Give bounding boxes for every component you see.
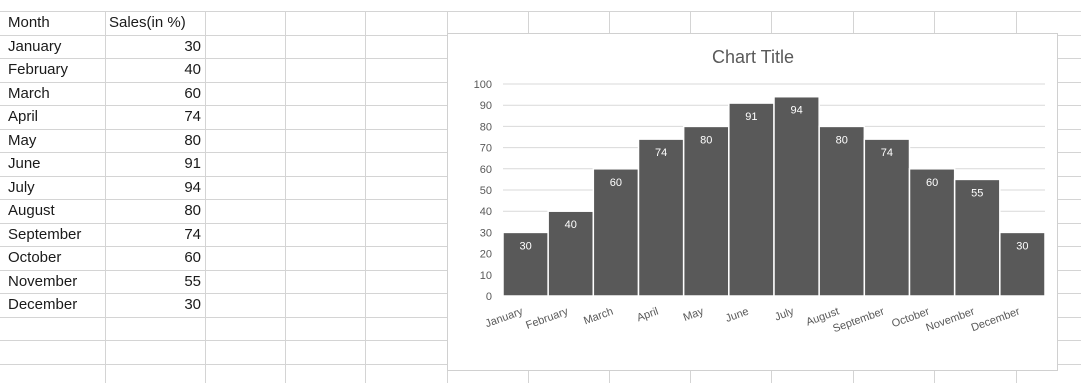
x-tick-label: April bbox=[635, 306, 660, 325]
y-tick-label: 30 bbox=[480, 227, 492, 239]
x-tick-label: June bbox=[724, 306, 751, 325]
chart-area[interactable]: Chart Title 0 10 20 30 40 50 60 70 80 90 100 30 Janua… bbox=[447, 33, 1058, 371]
bar-december[interactable] bbox=[999, 231, 1046, 297]
data-label: 94 bbox=[790, 105, 802, 117]
bar-september[interactable] bbox=[863, 138, 911, 297]
cell-month-october[interactable]: October bbox=[8, 249, 62, 266]
cell-value-may[interactable]: 80 bbox=[184, 132, 201, 149]
y-tick-label: 50 bbox=[480, 185, 492, 197]
x-tick-label: December bbox=[970, 305, 1022, 334]
cell-value-october[interactable]: 60 bbox=[184, 249, 201, 266]
bar-june[interactable] bbox=[728, 102, 775, 297]
data-label: 30 bbox=[1016, 240, 1028, 252]
cell-value-june[interactable]: 91 bbox=[184, 155, 201, 172]
data-label: 91 bbox=[745, 111, 757, 123]
x-tick-label: September bbox=[831, 305, 886, 335]
header-month[interactable]: Month bbox=[8, 14, 50, 31]
cell-value-april[interactable]: 74 bbox=[184, 108, 201, 125]
cell-value-november[interactable]: 55 bbox=[184, 273, 201, 290]
data-label: 80 bbox=[836, 134, 848, 146]
header-sales[interactable]: Sales(in %) bbox=[109, 14, 186, 31]
y-tick-label: 100 bbox=[474, 79, 492, 91]
cell-month-june[interactable]: June bbox=[8, 155, 41, 172]
y-tick-label: 60 bbox=[480, 164, 492, 176]
data-label: 55 bbox=[971, 187, 983, 199]
cell-month-september[interactable]: September bbox=[8, 226, 82, 243]
cell-value-january[interactable]: 30 bbox=[184, 38, 201, 55]
data-label: 60 bbox=[610, 177, 622, 189]
cell-month-april[interactable]: April bbox=[8, 108, 39, 125]
cell-month-may[interactable]: May bbox=[8, 132, 37, 149]
cell-value-july[interactable]: 94 bbox=[184, 179, 201, 196]
bar-october[interactable] bbox=[908, 168, 956, 297]
x-tick-label: July bbox=[773, 305, 796, 323]
data-label: 80 bbox=[700, 134, 712, 146]
chart-title: Chart Title bbox=[712, 47, 794, 67]
x-tick-label: January bbox=[484, 305, 525, 330]
data-label: 74 bbox=[881, 147, 893, 159]
cell-value-september[interactable]: 74 bbox=[184, 226, 201, 243]
cell-month-december[interactable]: December bbox=[8, 296, 78, 313]
data-label: 60 bbox=[926, 177, 938, 189]
bar-chart: Chart Title 0 10 20 30 40 50 60 70 80 90 100 30 Janua… bbox=[474, 47, 1046, 335]
cell-value-march[interactable]: 60 bbox=[184, 85, 201, 102]
x-tick-label: November bbox=[924, 305, 976, 334]
bar-august[interactable] bbox=[818, 125, 866, 297]
cell-month-january[interactable]: January bbox=[8, 38, 62, 55]
data-label: 40 bbox=[565, 219, 577, 231]
cell-month-march[interactable]: March bbox=[8, 85, 50, 102]
x-tick-label: May bbox=[682, 305, 706, 324]
y-tick-label: 90 bbox=[480, 100, 492, 112]
bar-april[interactable] bbox=[637, 138, 685, 297]
x-tick-label: March bbox=[582, 306, 615, 328]
cell-value-august[interactable]: 80 bbox=[184, 202, 201, 219]
bar-july[interactable] bbox=[773, 95, 820, 297]
data-label: 74 bbox=[655, 147, 667, 159]
bar-february[interactable] bbox=[547, 210, 595, 297]
cell-month-november[interactable]: November bbox=[8, 273, 78, 290]
x-tick-label: February bbox=[524, 305, 570, 332]
cell-value-december[interactable]: 30 bbox=[184, 296, 201, 313]
y-tick-label: 20 bbox=[480, 249, 492, 261]
bar-may[interactable] bbox=[682, 125, 730, 297]
cell-month-february[interactable]: February bbox=[8, 61, 69, 78]
y-tick-label: 80 bbox=[480, 121, 492, 133]
y-tick-label: 70 bbox=[480, 143, 492, 155]
data-label: 30 bbox=[519, 240, 531, 252]
cell-month-august[interactable]: August bbox=[8, 202, 55, 219]
y-tick-label: 10 bbox=[480, 270, 492, 282]
bar-january[interactable] bbox=[502, 231, 549, 297]
cell-value-february[interactable]: 40 bbox=[184, 61, 201, 78]
y-tick-label: 0 bbox=[486, 291, 492, 303]
cell-month-july[interactable]: July bbox=[8, 179, 35, 196]
y-tick-label: 40 bbox=[480, 206, 492, 218]
